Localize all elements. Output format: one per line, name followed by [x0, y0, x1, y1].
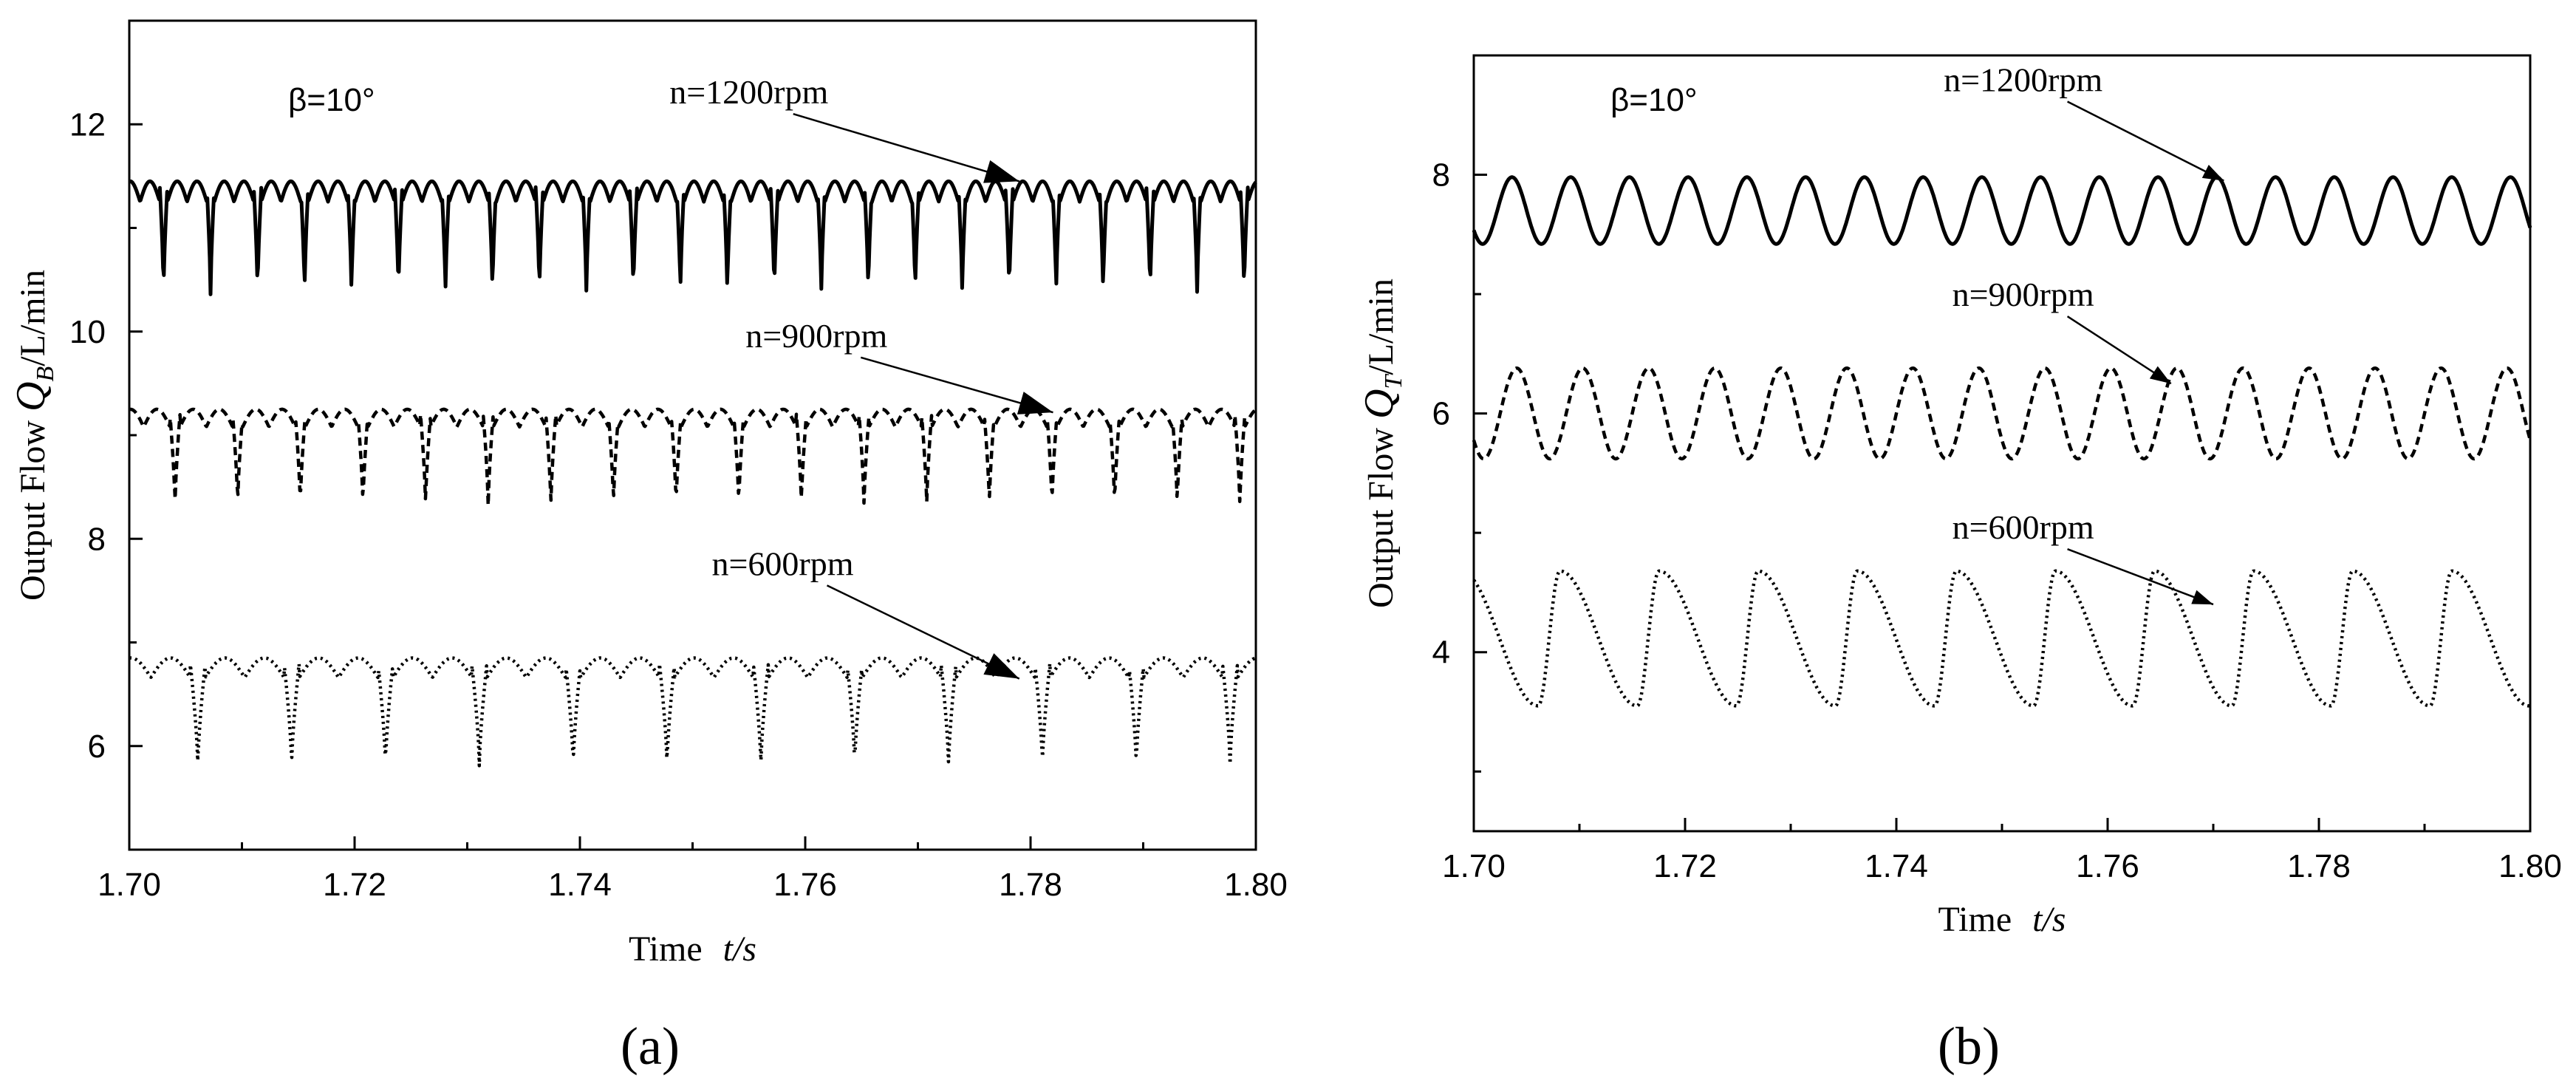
annotation-arrow-line — [2067, 100, 2224, 182]
panel-b-beta-annotation: β=10° — [1610, 82, 1698, 118]
x-tick-label: 1.76 — [2076, 848, 2139, 884]
x-tick-label: 1.80 — [1224, 867, 1288, 903]
panel-b-xlabel-main: Time — [1938, 900, 2012, 939]
panel-a-ylabel-var: Q — [8, 381, 54, 411]
annotation-arrow-line — [793, 113, 1020, 182]
panel-a-caption-label: (a) — [621, 1017, 680, 1076]
panel-b-ylabel-var: Q — [1356, 389, 1402, 419]
series-line-n=900rpm — [1472, 366, 2532, 461]
x-tick-label: 1.70 — [98, 867, 161, 903]
y-tick-label: 10 — [69, 314, 106, 350]
annotation-arrow-head — [983, 653, 1019, 679]
series-label-n=600rpm: n=600rpm — [711, 545, 853, 582]
x-tick-label: 1.76 — [773, 867, 837, 903]
series-label-n=1200rpm: n=1200rpm — [669, 73, 828, 111]
series-line-n=1200rpm — [1472, 175, 2532, 246]
panel-a-x-axis-label: Time t/s — [629, 929, 756, 969]
x-tick-label: 1.74 — [1865, 848, 1928, 884]
series-line-n=1200rpm — [128, 179, 1257, 296]
y-tick-label: 6 — [1432, 396, 1450, 432]
y-tick-label: 6 — [88, 728, 106, 765]
panel-b-caption-label: (b) — [1938, 1017, 2000, 1076]
panel-b-ylabel-unit: /L/min — [1362, 279, 1401, 375]
panel-b-x-axis-label: Time t/s — [1938, 900, 2066, 939]
panel-a-y-axis-label: Output Flow QB/L/min — [8, 270, 59, 601]
x-tick-label: 1.74 — [548, 867, 612, 903]
x-tick-label: 1.78 — [2287, 848, 2351, 884]
panel-a-ylabel-unit: /L/min — [13, 270, 52, 366]
series-line-n=600rpm — [128, 656, 1257, 768]
y-tick-label: 8 — [1432, 157, 1450, 194]
annotation-arrow-head — [1017, 392, 1053, 414]
panel-a-ylabel-sub: B — [32, 366, 59, 381]
panel-b-ylabel-pre: Output Flow — [1362, 419, 1401, 608]
series-label-n=900rpm: n=900rpm — [745, 317, 887, 355]
panel-a-beta-annotation: β=10° — [288, 82, 375, 118]
panel-a-xlabel-main: Time — [629, 929, 703, 969]
x-tick-label: 1.72 — [1653, 848, 1717, 884]
annotation-arrow-head — [2191, 590, 2213, 605]
panel-b-y-axis-label: Output Flow QT/L/min — [1356, 279, 1407, 608]
series-label-n=600rpm: n=600rpm — [1953, 508, 2094, 546]
series-line-n=600rpm — [1472, 569, 2532, 708]
panel-b-ylabel-sub: T — [1380, 374, 1407, 389]
panel-b: n=1200rpm n=900rpm n=600rpm 1.70 1.72 1.74 1.… — [1356, 54, 2562, 1076]
annotation-arrow-line — [826, 584, 1020, 680]
y-tick-label: 8 — [88, 521, 106, 557]
panel-a-xlabel-var: t/s — [723, 929, 756, 969]
y-tick-label: 4 — [1432, 635, 1450, 671]
series-label-n=1200rpm: n=1200rpm — [1944, 61, 2102, 98]
series-label-n=900rpm: n=900rpm — [1953, 276, 2094, 313]
panel-a-ylabel-pre: Output Flow — [13, 412, 52, 601]
x-tick-label: 1.78 — [999, 867, 1062, 903]
annotation-arrow-head — [2149, 366, 2171, 384]
annotation-arrow-head — [2201, 165, 2224, 181]
x-tick-label: 1.80 — [2498, 848, 2562, 884]
x-tick-label: 1.72 — [323, 867, 386, 903]
annotation-arrow-head — [983, 160, 1019, 183]
annotation-arrow-line — [2067, 548, 2214, 606]
panel-b-xlabel-var: t/s — [2032, 900, 2066, 939]
x-tick-label: 1.70 — [1442, 848, 1506, 884]
panel-a: n=1200rpm n=900rpm n=600rpm 1.70 1.72 1.74 1.… — [8, 19, 1288, 1076]
y-tick-label: 12 — [69, 106, 106, 143]
series-line-n=900rpm — [128, 407, 1257, 508]
